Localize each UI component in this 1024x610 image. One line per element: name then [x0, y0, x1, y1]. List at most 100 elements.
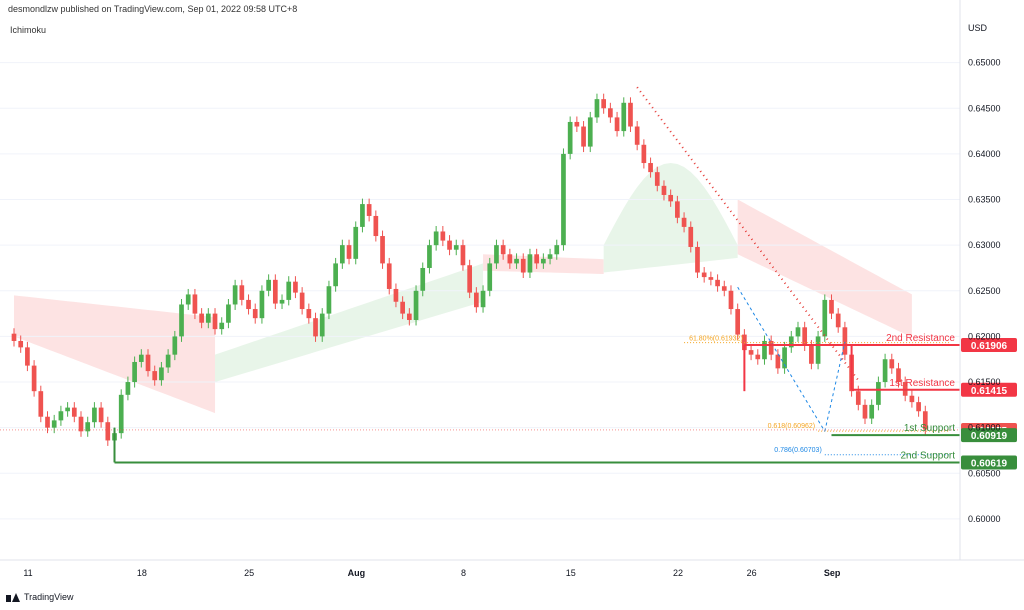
candle: [554, 245, 560, 255]
candle: [266, 279, 271, 291]
candle: [882, 359, 888, 383]
candle: [71, 407, 77, 417]
candle: [246, 299, 251, 310]
candle: [185, 294, 191, 305]
candle: [695, 246, 700, 273]
candle: [380, 236, 385, 264]
candle: [373, 215, 379, 237]
time-tick-label: 11: [23, 568, 32, 578]
time-tick-label: 8: [461, 568, 466, 578]
downtrend-line: [636, 86, 860, 381]
candle: [561, 153, 566, 246]
candle: [581, 126, 586, 147]
candle: [159, 367, 164, 381]
price-tick-label: 0.62000: [968, 331, 1001, 341]
candle: [138, 354, 144, 362]
indicator-label[interactable]: Ichimoku: [10, 25, 47, 35]
time-tick-label: 25: [244, 568, 254, 578]
footer-brand: TradingView: [24, 592, 74, 602]
candle: [326, 286, 332, 314]
candle: [232, 285, 238, 305]
candle: [313, 318, 318, 337]
candle: [876, 382, 881, 405]
candle: [105, 422, 111, 441]
candle: [25, 347, 30, 366]
candle: [721, 286, 727, 291]
candle: [45, 416, 50, 428]
candle: [608, 108, 613, 118]
candle: [152, 371, 158, 381]
level-badge: [961, 382, 1017, 397]
candle: [272, 279, 278, 304]
candle: [755, 354, 761, 360]
candle: [534, 254, 540, 264]
candle: [279, 299, 285, 304]
candle: [916, 402, 921, 412]
candle: [118, 394, 124, 434]
tradingview-logo-icon: [6, 592, 20, 602]
candle: [922, 411, 928, 430]
candle: [701, 272, 707, 278]
candle: [293, 281, 298, 293]
candle: [614, 117, 620, 132]
candle: [239, 285, 245, 300]
level-badge: [961, 337, 1017, 352]
candle: [38, 391, 44, 417]
candle: [896, 368, 901, 383]
price-tick-label: 0.61500: [968, 377, 1001, 387]
candle: [172, 336, 178, 355]
candle: [346, 245, 352, 259]
fib-swing-line: [824, 341, 846, 432]
candle: [413, 290, 419, 320]
candle: [628, 102, 633, 127]
candle: [467, 265, 472, 293]
fib-label: 0.786(0.60703): [774, 447, 821, 454]
time-tick-label: 18: [137, 568, 147, 578]
candle: [179, 304, 184, 337]
candle: [768, 340, 774, 355]
candle: [715, 279, 720, 287]
candle: [520, 258, 526, 273]
level-value: 0.60919: [971, 431, 1008, 442]
fib-label: 61.80%(0.61932): [689, 336, 743, 343]
candle: [406, 313, 412, 320]
publisher-credit: desmondlzw published on TradingView.com,…: [8, 4, 298, 14]
candle: [661, 185, 667, 195]
footer[interactable]: TradingView: [6, 592, 74, 602]
candle: [125, 382, 131, 395]
time-tick-label: Sep: [824, 568, 841, 578]
candle: [192, 294, 198, 314]
candle: [842, 327, 848, 355]
candle: [514, 258, 519, 264]
candle: [782, 347, 787, 369]
candle: [165, 354, 171, 368]
candle: [788, 336, 794, 348]
candle: [65, 407, 70, 412]
candle: [587, 117, 593, 147]
level-value: 0.60619: [971, 458, 1008, 469]
candle: [574, 121, 580, 127]
candle: [319, 313, 325, 337]
candle: [132, 361, 137, 383]
level-badge: [961, 455, 1017, 470]
candle: [762, 340, 767, 360]
candles: [11, 93, 928, 446]
candle: [802, 327, 808, 346]
candle: [333, 263, 338, 287]
candle: [634, 126, 640, 145]
candle: [205, 313, 211, 323]
level-label: 2nd Support: [901, 450, 956, 461]
candle: [366, 204, 372, 216]
candle: [58, 411, 64, 421]
candle: [487, 263, 493, 291]
candle: [889, 359, 895, 369]
candle: [259, 290, 265, 319]
level-value: 0.61415: [971, 386, 1008, 397]
time-tick-label: 22: [673, 568, 683, 578]
ichimoku-cloud: [14, 163, 912, 414]
candle: [668, 194, 674, 202]
candle: [601, 99, 607, 109]
candle: [393, 288, 399, 302]
level-label: 1st Support: [904, 423, 955, 434]
